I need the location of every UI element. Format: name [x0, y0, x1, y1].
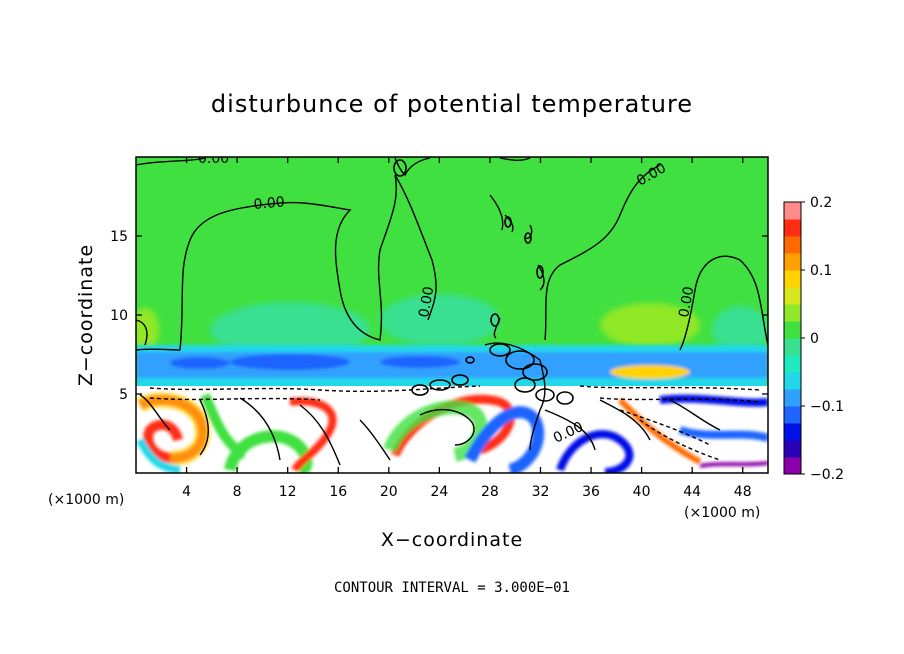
blue-band-right-2 — [678, 426, 768, 442]
contour-ring-14 — [490, 313, 500, 327]
x-unit-left: (×1000 m) — [48, 492, 124, 508]
contour-zero-right — [544, 164, 768, 351]
colorbar-swatch — [784, 219, 801, 237]
cold-core-3 — [380, 356, 460, 368]
colorbar-swatch — [784, 355, 801, 373]
colorbar — [784, 202, 801, 475]
contour-dashed-band — [149, 385, 761, 461]
colorbar-tick-label: 0.2 — [810, 195, 832, 211]
colorbar-swatch — [784, 406, 801, 424]
colorbar-tick-label: −0.1 — [810, 399, 844, 415]
x-tick-label: 48 — [734, 484, 752, 500]
contour-ring-5 — [535, 388, 555, 402]
contour-zero-left — [136, 157, 437, 351]
contour-ring-12 — [524, 232, 532, 244]
x-tick-label: 44 — [683, 484, 701, 500]
colorbar-swatch — [784, 423, 801, 441]
colorbar-tick-labels: 0.2 0.1 0 −0.1 −0.2 — [801, 195, 844, 483]
contour-ring-6 — [556, 391, 574, 405]
colorbar-swatch — [784, 304, 801, 322]
x-tick-label: 36 — [582, 484, 600, 500]
y-axis-title: Z−coordinate — [75, 244, 97, 386]
contour-ring-9 — [411, 384, 429, 396]
colorbar-swatch — [784, 287, 801, 305]
colorbar-tick-label: 0 — [810, 331, 819, 347]
cool-blob-1 — [210, 302, 370, 358]
contour-lower-swirls — [139, 394, 721, 466]
cool-blob-2 — [380, 294, 500, 346]
x-tick-label: 12 — [279, 484, 297, 500]
x-tick-label: 32 — [532, 484, 550, 500]
colorbar-swatch — [784, 338, 801, 356]
cool-blob-3 — [712, 306, 768, 354]
contour-ring-10 — [393, 159, 407, 177]
x-tick-label: 4 — [182, 484, 191, 500]
contour-ring-7 — [429, 379, 451, 391]
contour-ring-8 — [451, 374, 469, 386]
x-tick-label: 20 — [380, 484, 398, 500]
colorbar-tick-label: 0.1 — [810, 263, 832, 279]
warm-blob-upper-right — [600, 303, 700, 347]
contour-ring-3 — [522, 363, 548, 381]
heatmap-field: 0.00 0.00 0.00 0.00 0.00 0.00 — [136, 151, 768, 473]
contour-ring-2 — [505, 350, 535, 370]
x-tick-label: 28 — [481, 484, 499, 500]
blue-swirl-2 — [556, 430, 634, 473]
contour-ring-13 — [536, 265, 544, 279]
contour-label-2: 0.00 — [253, 194, 285, 213]
blue-swirl-1 — [464, 406, 545, 473]
colorbar-swatch — [784, 389, 801, 407]
contour-top-edge — [394, 157, 531, 177]
contour-label-4: 0.00 — [416, 285, 437, 318]
colorbar-swatch — [784, 253, 801, 271]
cold-core-2 — [170, 357, 230, 369]
warm-swirl-right — [617, 397, 702, 465]
y-tick-label: 10 — [110, 308, 128, 324]
y-tick-label: 15 — [110, 229, 128, 245]
y-axis-ticks: 5 10 15 — [110, 229, 768, 403]
colorbar-swatch — [784, 321, 801, 339]
contour-ring-4 — [514, 377, 536, 393]
cold-core-1 — [230, 354, 350, 370]
x-axis-ticks: 4 8 12 16 20 24 28 32 36 40 44 48 — [182, 157, 752, 500]
green-swirl-left — [200, 393, 248, 460]
contour-label-1: 0.00 — [198, 151, 229, 167]
warm-swirl-2 — [289, 397, 337, 473]
x-tick-label: 40 — [633, 484, 651, 500]
contour-interval-note: CONTOUR INTERVAL = 3.000E−01 — [334, 580, 570, 596]
chart-title: disturbunce of potential temperature — [211, 90, 693, 118]
colorbar-swatch — [784, 270, 801, 288]
colorbar-swatch — [784, 202, 801, 220]
contour-ring-15 — [465, 356, 475, 364]
teal-swirl-left — [136, 438, 181, 473]
contour-clusters — [393, 159, 574, 405]
y-tick-label: 5 — [119, 387, 128, 403]
colorbar-swatch — [784, 440, 801, 458]
warm-blob-upper-left — [136, 308, 159, 352]
colorbar-tick-label: −0.2 — [810, 467, 844, 483]
contour-left-edge — [136, 319, 181, 351]
x-unit-right: (×1000 m) — [684, 505, 760, 521]
x-axis-title: X−coordinate — [381, 529, 523, 551]
purple-streak — [699, 461, 768, 468]
colorbar-swatch — [784, 236, 801, 254]
contour-ring-1 — [489, 343, 511, 357]
contour-label-5: 0.00 — [676, 285, 697, 318]
contour-ring-11 — [504, 216, 512, 228]
warm-swirl-1-edge — [136, 392, 211, 467]
x-tick-label: 8 — [233, 484, 242, 500]
colorbar-swatch — [784, 457, 801, 475]
x-tick-label: 24 — [430, 484, 448, 500]
x-tick-label: 16 — [329, 484, 347, 500]
colorbar-swatch — [784, 372, 801, 390]
warm-under-band — [610, 365, 690, 379]
